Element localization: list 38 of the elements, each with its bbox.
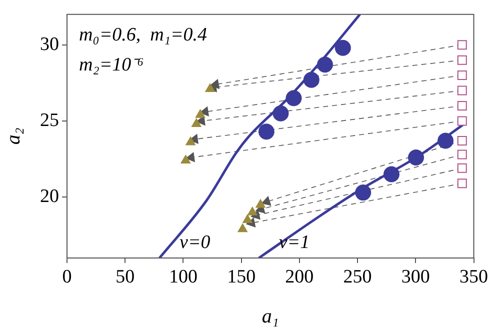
point [457,136,467,146]
x-tick-label: 300 [401,266,430,288]
annotation: m₂=10⁻⁶ [79,54,144,76]
y-tick-label: 30 [40,34,59,55]
point [334,40,351,56]
point [457,101,467,110]
point [258,124,274,140]
point [457,178,467,188]
point [457,163,467,173]
point [457,150,467,160]
x-tick-label: 50 [116,266,135,288]
point [457,86,467,96]
series-label: ν=1 [278,232,310,253]
x-tick-label: 0 [62,266,72,288]
y-tick-label: 20 [40,186,59,208]
y-tick-label: 25 [40,110,59,131]
point [383,166,400,182]
x-tick-label: 350 [460,266,488,288]
x-tick-label: 200 [285,266,314,288]
series-label: ν=0 [180,232,211,253]
x-tick-label: 100 [168,266,198,288]
x-axis-title: a₁ [262,305,279,328]
x-tick-label: 250 [343,266,372,288]
point [272,105,289,122]
annotation: m₀=0.6, m₁=0.4 [79,24,208,46]
point [457,116,467,126]
point [457,55,467,65]
y-axis-title: a₂ [2,128,24,145]
point [355,184,372,201]
point [408,150,424,166]
x-tick-label: 150 [227,266,256,288]
point [438,132,454,149]
point [237,223,248,232]
point [303,72,320,88]
point [457,70,467,80]
point [286,90,302,106]
point [316,56,333,73]
point [457,40,467,50]
